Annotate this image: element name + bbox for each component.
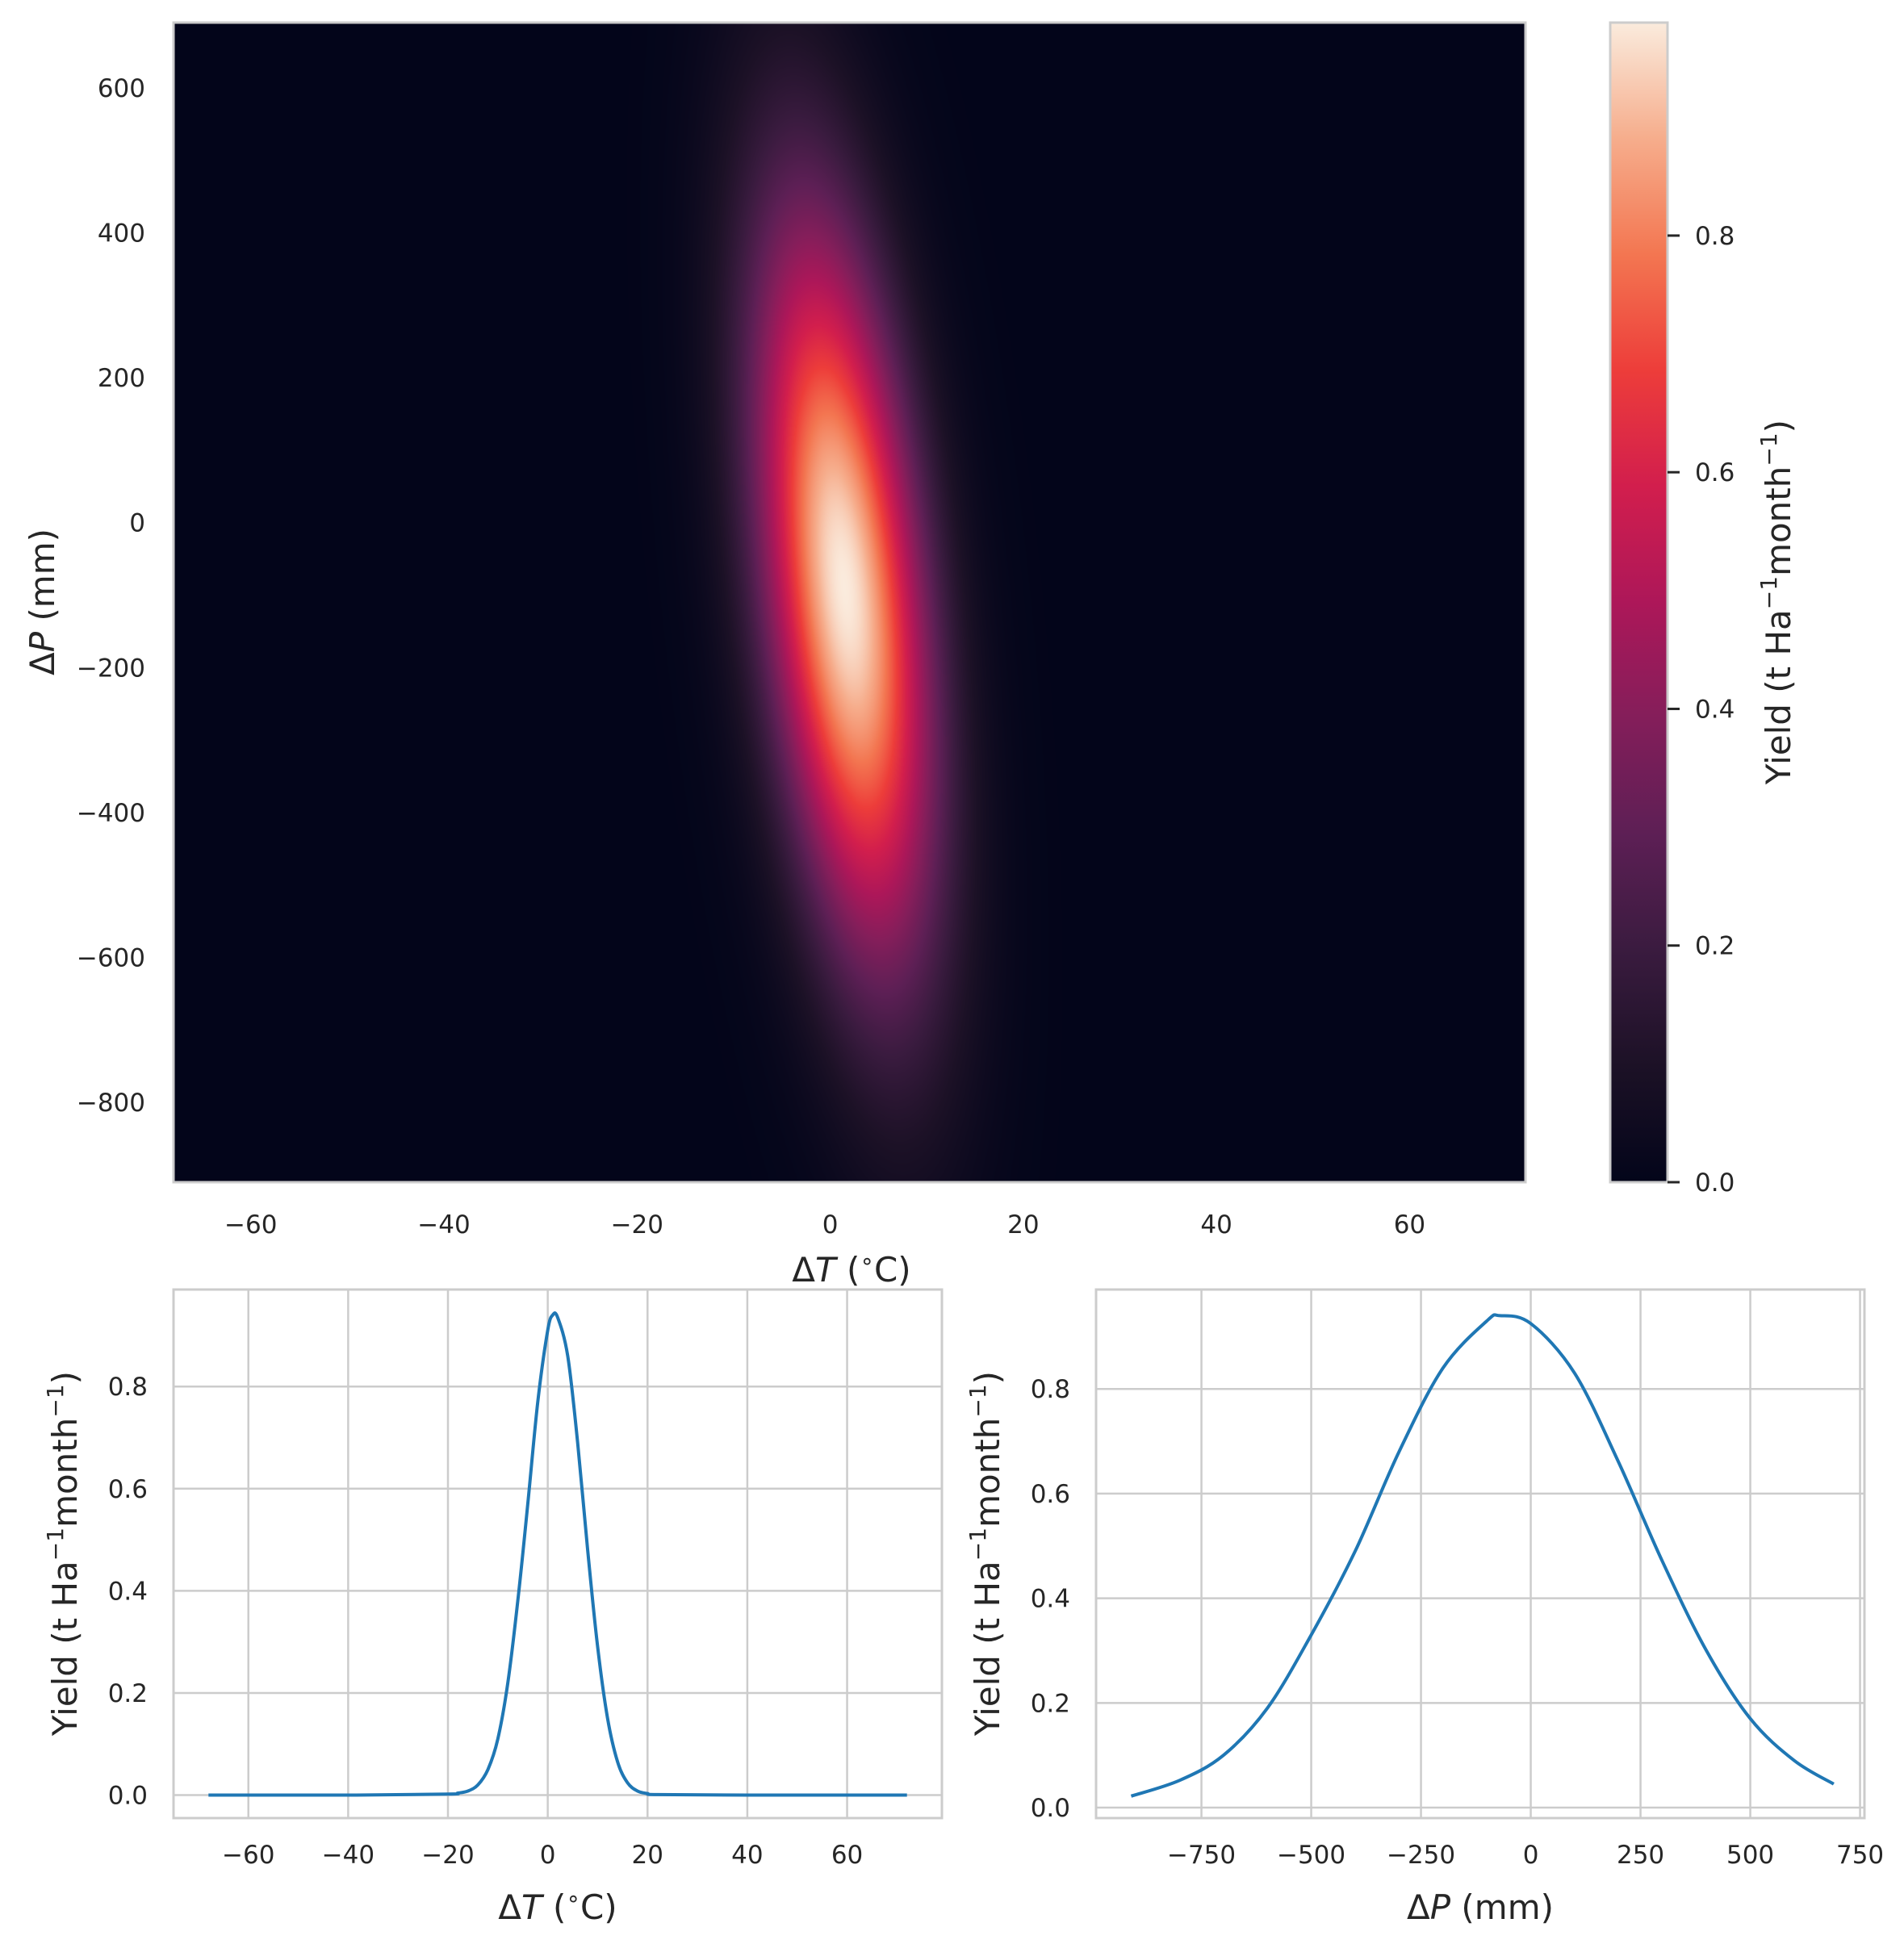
heatmap-x-tick-label: 0 <box>822 1210 839 1239</box>
colorbar-ticks: 0.0 0.2 0.4 0.6 0.8 <box>1668 222 1735 1198</box>
heatmap-x-axis-label: ΔT (∘C) <box>792 1248 910 1290</box>
heatmap-y-tick-label: −200 <box>77 654 145 683</box>
lp1-x-tick-label: −20 <box>421 1841 474 1870</box>
heatmap-x-tick-label: −20 <box>611 1210 663 1239</box>
yield-vs-dt-y-ticks: 0.0 0.2 0.4 0.6 0.8 <box>108 1373 148 1810</box>
lp2-y-tick-label: 0.6 <box>1031 1480 1070 1509</box>
yield-vs-dt-y-axis-label: Yield (t Ha−1month−1) <box>42 1371 85 1737</box>
colorbar-tick-label: 0.0 <box>1695 1168 1735 1198</box>
lp2-x-tick-label: 750 <box>1836 1841 1884 1870</box>
lp1-x-tick-label: 0 <box>540 1841 556 1870</box>
lp2-x-tick-label: 0 <box>1523 1841 1539 1870</box>
lp2-x-tick-label: 250 <box>1617 1841 1664 1870</box>
heatmap-frame <box>172 21 1527 1184</box>
lp2-x-tick-label: −750 <box>1167 1841 1236 1870</box>
lp1-y-tick-label: 0.0 <box>108 1782 148 1811</box>
colorbar-tick-label: 0.2 <box>1695 932 1735 961</box>
lp1-x-tick-label: 60 <box>831 1841 863 1870</box>
colorbar-tick-label: 0.8 <box>1695 222 1735 251</box>
lp1-y-tick-label: 0.6 <box>108 1475 148 1504</box>
yield-vs-dt-panel: −60 −40 −20 0 20 40 60 0.0 0.2 0.4 0.6 0.8 ΔT (∘C)… <box>42 1288 944 1927</box>
heatmap-y-tick-label: −400 <box>77 799 145 828</box>
lp2-y-tick-label: 0.2 <box>1031 1689 1070 1718</box>
yield-vs-dp-grid <box>1096 1290 1864 1818</box>
heatmap-y-tick-label: 600 <box>98 74 145 103</box>
heatmap-x-tick-label: −40 <box>417 1210 470 1239</box>
yield-vs-dp-x-ticks: −750 −500 −250 0 250 500 750 <box>1167 1841 1884 1870</box>
colorbar-label: Yield (t Ha−1month−1) <box>1755 420 1798 785</box>
heatmap-x-ticks: −60 −40 −20 0 20 40 60 <box>224 1210 1425 1239</box>
yield-vs-dp-y-ticks: 0.0 0.2 0.4 0.6 0.8 <box>1031 1375 1070 1823</box>
heatmap-y-tick-label: −800 <box>77 1089 145 1118</box>
yield-vs-dp-x-axis-label: ΔP (mm) <box>1407 1887 1554 1927</box>
heatmap-y-tick-label: 400 <box>98 219 145 248</box>
lp2-y-tick-label: 0.4 <box>1031 1585 1070 1614</box>
colorbar-tick-label: 0.6 <box>1695 458 1735 487</box>
lp2-x-tick-label: −500 <box>1277 1841 1345 1870</box>
yield-vs-dt-line <box>208 1311 907 1797</box>
heatmap-y-tick-label: −600 <box>77 944 145 973</box>
lp1-x-tick-label: 40 <box>731 1841 763 1870</box>
lp1-y-tick-label: 0.4 <box>108 1577 148 1606</box>
lp1-x-tick-label: −40 <box>322 1841 375 1870</box>
lp1-x-tick-label: −60 <box>222 1841 274 1870</box>
yield-vs-dt-x-ticks: −60 −40 −20 0 20 40 60 <box>222 1841 863 1870</box>
heatmap-panel: −60 −40 −20 0 20 40 60 6004002000−200−400−600−… <box>23 21 1527 1290</box>
lp2-y-tick-label: 0.8 <box>1031 1375 1070 1404</box>
lp2-x-tick-label: 500 <box>1726 1841 1774 1870</box>
heatmap-y-tick-label: 200 <box>98 364 145 393</box>
lp1-x-tick-label: 20 <box>632 1841 663 1870</box>
heatmap-x-tick-label: 20 <box>1007 1210 1039 1239</box>
colorbar-gradient <box>1610 23 1668 1182</box>
heatmap-y-ticks: 600 400 200 0 −200 −400 −600 −800 <box>77 74 145 1118</box>
lp1-y-tick-label: 0.8 <box>108 1373 148 1402</box>
heatmap-x-tick-label: −60 <box>224 1210 277 1239</box>
yield-vs-dp-panel: −750 −500 −250 0 250 500 750 0.0 0.2 0.4 0.6 0.8 Δ… <box>965 1288 1884 1927</box>
heatmap-y-tick-label: 0 <box>129 509 145 538</box>
yield-vs-dt-frame <box>172 1288 944 1820</box>
lp2-y-tick-label: 0.0 <box>1031 1794 1070 1823</box>
heatmap-image <box>174 23 1525 1182</box>
colorbar: 0.0 0.2 0.4 0.6 0.8 Yield (t Ha−1month−1) <box>1609 21 1798 1198</box>
heatmap-y-axis-label: ΔP (mm) <box>23 529 62 675</box>
yield-vs-dp-y-axis-label: Yield (t Ha−1month−1) <box>965 1371 1007 1737</box>
yield-vs-dp-line <box>1130 1313 1835 1798</box>
colorbar-frame <box>1609 21 1669 1184</box>
yield-vs-dt-grid <box>174 1290 942 1818</box>
yield-vs-dp-frame <box>1094 1288 1866 1820</box>
lp2-x-tick-label: −250 <box>1387 1841 1455 1870</box>
colorbar-tick-label: 0.4 <box>1695 695 1735 724</box>
yield-vs-dt-x-axis-label: ΔT (∘C) <box>498 1885 617 1927</box>
heatmap-x-tick-label: 60 <box>1394 1210 1425 1239</box>
lp1-y-tick-label: 0.2 <box>108 1679 148 1708</box>
heatmap-x-tick-label: 40 <box>1200 1210 1232 1239</box>
